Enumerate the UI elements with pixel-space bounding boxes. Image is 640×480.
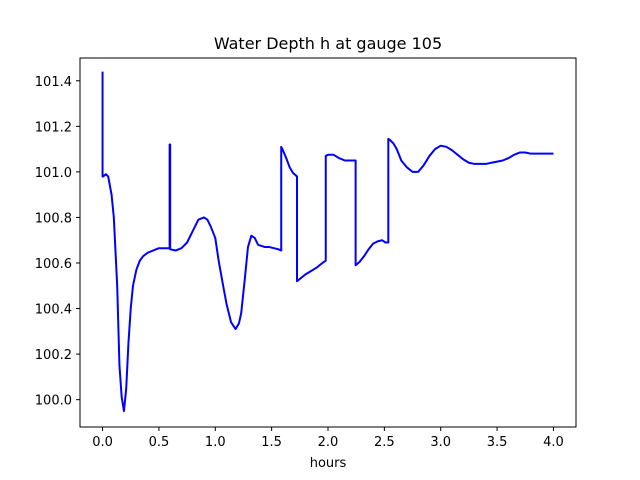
x-tick-label: 2.0: [318, 435, 339, 450]
plot-area: [101, 71, 554, 413]
y-tick-label: 101.0: [35, 166, 72, 181]
y-tick-label: 101.4: [35, 75, 72, 90]
y-tick-label: 100.4: [35, 303, 72, 318]
x-axis-label: hours: [310, 456, 347, 471]
x-tick-label: 3.0: [430, 435, 451, 450]
x-tick-label: 1.5: [261, 435, 282, 450]
chart-title: Water Depth h at gauge 105: [214, 34, 442, 53]
x-tick-label: 0.5: [149, 435, 170, 450]
series-line-0: [101, 71, 554, 413]
y-tick-label: 100.8: [35, 211, 72, 226]
y-tick-label: 100.6: [35, 257, 72, 272]
x-tick-label: 0.0: [92, 435, 113, 450]
x-axis: 0.0 0.5 1.0 1.5 2.0 2.5 3.0 3.5 4.0: [92, 427, 564, 450]
x-tick-label: 4.0: [543, 435, 564, 450]
y-axis: 100.0 100.2 100.4 100.6 100.8 101.0 101.2 101.4: [35, 75, 80, 409]
y-tick-label: 100.2: [35, 348, 72, 363]
x-tick-label: 2.5: [374, 435, 395, 450]
y-tick-label: 100.0: [35, 394, 72, 409]
y-tick-label: 101.2: [35, 120, 72, 135]
x-tick-label: 1.0: [205, 435, 226, 450]
x-tick-label: 3.5: [487, 435, 508, 450]
